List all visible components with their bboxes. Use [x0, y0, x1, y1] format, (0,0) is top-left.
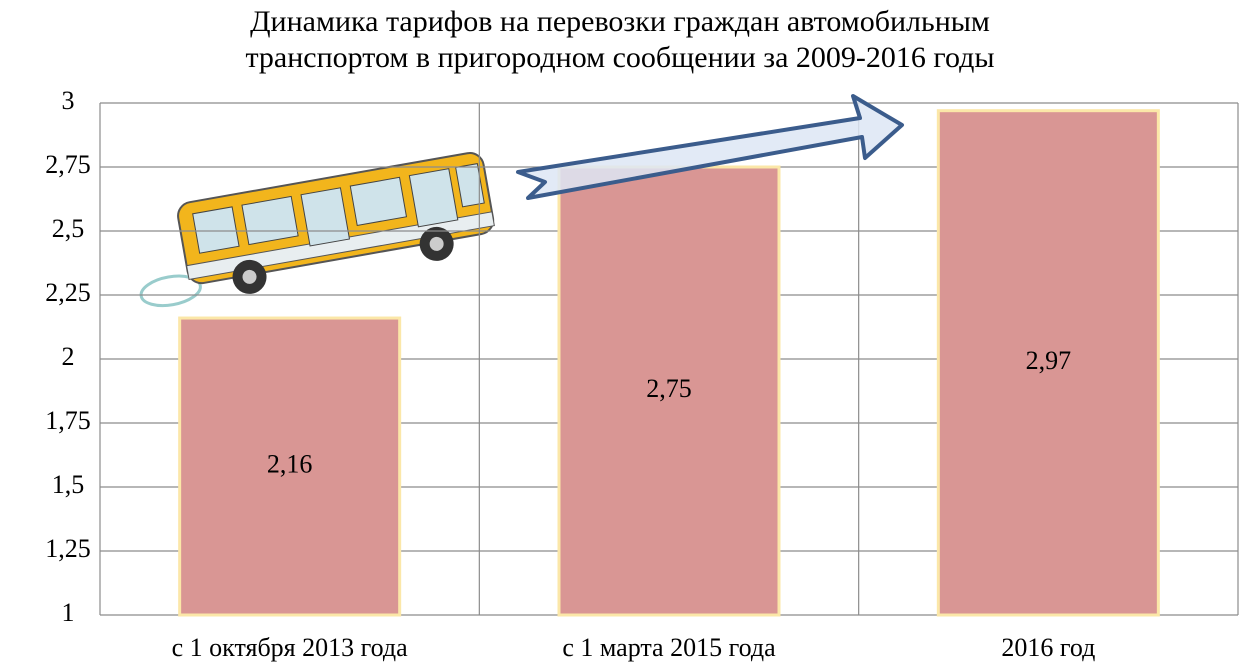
chart-title: Динамика тарифов на перевозки граждан ав… [245, 5, 995, 74]
y-tick-label: 2,5 [52, 214, 85, 243]
x-tick-label: 2016 год [1001, 633, 1095, 662]
y-tick-label: 2 [62, 342, 75, 371]
y-tick-label: 1,5 [52, 470, 85, 499]
y-tick-label: 1,75 [45, 406, 91, 435]
y-tick-label: 3 [62, 86, 75, 115]
decoration [139, 151, 495, 308]
x-tick-label: с 1 октября 2013 года [172, 633, 408, 662]
value-label: 2,97 [1026, 346, 1072, 375]
x-tick-label: с 1 марта 2015 года [562, 633, 776, 662]
bus-illustration [139, 151, 495, 308]
value-label: 2,16 [267, 449, 313, 478]
y-tick-label: 2,25 [45, 278, 91, 307]
plot: 2,16 2,75 2,97 [178, 109, 1160, 617]
y-tick-label: 2,75 [45, 150, 91, 179]
value-label: 2,75 [646, 374, 692, 403]
arrow [516, 94, 904, 200]
y-tick-label: 1,25 [45, 534, 91, 563]
y-tick-label: 1 [62, 598, 75, 627]
bar [178, 316, 402, 617]
bar [936, 109, 1160, 617]
